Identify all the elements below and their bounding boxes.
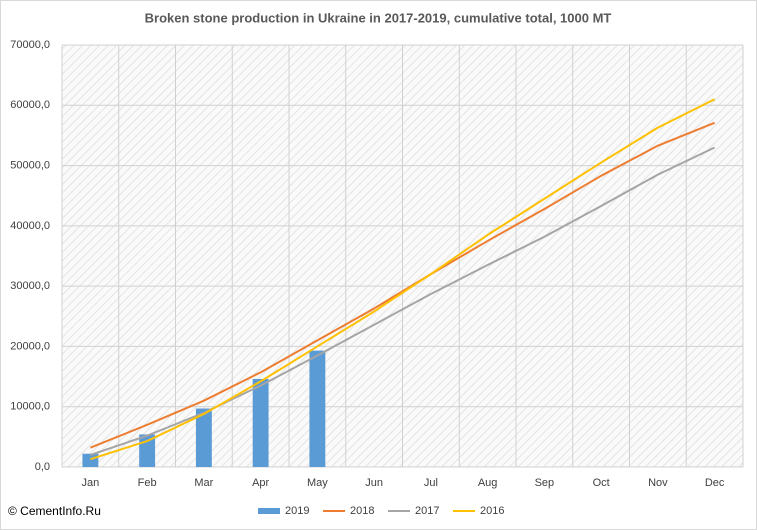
legend-label: 2018 (350, 505, 374, 517)
x-tick-label: Nov (648, 477, 668, 489)
line (90, 98, 716, 461)
source: © CementInfo.Ru (8, 504, 101, 518)
x-tick-label: Aug (478, 477, 498, 489)
y-tick-label: 30000,0 (10, 280, 50, 292)
line (90, 121, 715, 449)
y-tick-label: 70000,0 (10, 39, 50, 51)
bar (82, 453, 99, 467)
x-tick-label: Jul (424, 477, 438, 489)
x-tick-label: Mar (194, 477, 213, 489)
y-tick-label: 40000,0 (10, 220, 50, 232)
y-tick-label: 60000,0 (10, 99, 50, 111)
y-tick-label: 0,0 (35, 461, 50, 473)
x-tick-label: Jun (365, 477, 383, 489)
bar (195, 408, 212, 467)
x-tick-label: Jan (82, 477, 100, 489)
x-tick-label: Feb (138, 477, 157, 489)
legend-swatch (258, 508, 280, 514)
legend-label: 2017 (415, 505, 439, 517)
line (90, 146, 716, 456)
bar (252, 378, 269, 467)
x-tick-label: Oct (593, 477, 610, 489)
y-tick-label: 10000,0 (10, 401, 50, 413)
x-tick-label: Sep (535, 477, 555, 489)
bar (309, 350, 326, 467)
x-tick-label: Apr (252, 477, 269, 489)
chart-title: Broken stone production in Ukraine in 20… (145, 10, 612, 25)
x-tick-label: Dec (705, 477, 725, 489)
y-tick-label: 50000,0 (10, 159, 50, 171)
legend-label: 2019 (285, 505, 309, 517)
y-tick-label: 20000,0 (10, 340, 50, 352)
legend-label: 2016 (480, 505, 504, 517)
x-tick-label: May (307, 477, 328, 489)
